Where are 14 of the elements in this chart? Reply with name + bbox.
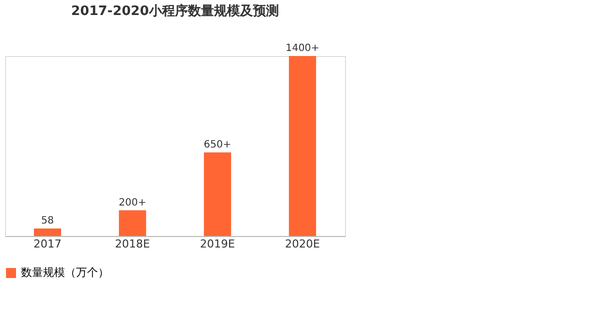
data-label: 1400+	[286, 43, 320, 54]
chart-title: 2017-2020小程序数量规模及预测	[71, 3, 279, 19]
x-tick-label: 2017	[34, 238, 62, 250]
bar	[118, 210, 146, 236]
x-tick-label: 2019E	[200, 238, 236, 250]
legend-label: 数量规模（万个）	[21, 266, 109, 279]
bar	[288, 56, 316, 236]
bar	[34, 228, 62, 236]
x-tick-label: 2020E	[285, 238, 320, 250]
data-label: 200+	[118, 197, 146, 208]
x-tick-label: 2018E	[115, 238, 150, 250]
data-label: 58	[41, 216, 54, 227]
data-label: 650+	[204, 139, 232, 150]
bar	[204, 152, 232, 236]
